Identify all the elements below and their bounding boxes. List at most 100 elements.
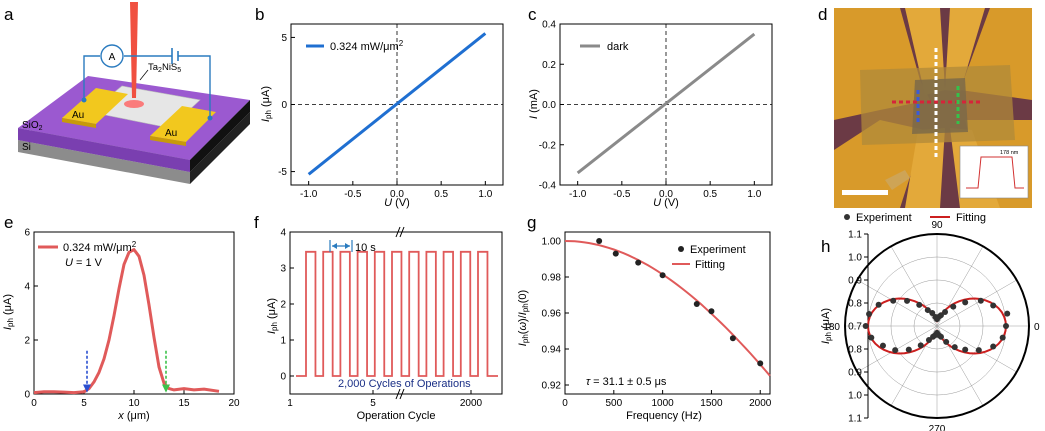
y-axis-label-b: Iph (μA) (260, 86, 273, 122)
angle-label-90: 90 (931, 220, 943, 231)
legend-label-experiment-g: Experiment (690, 244, 746, 256)
y-tick-label: -0.2 (539, 140, 557, 151)
y-tick-label: 2 (24, 336, 30, 347)
x-tick-label: 5 (81, 398, 87, 409)
inset-label: 178 nm (1000, 150, 1019, 156)
electrode-left (62, 88, 128, 124)
edge-arrow-head (162, 384, 170, 393)
tau-annotation: τ = 31.1 ± 0.5 μs (586, 376, 667, 388)
data-point-experiment-polar (875, 301, 882, 308)
x-tick-label: 5 (370, 398, 376, 409)
data-point-experiment-polar (879, 342, 886, 349)
x-tick-label: 1.0 (478, 189, 492, 200)
interval-label: 10 s (355, 242, 376, 254)
electrode-left-label: Au (72, 110, 84, 121)
panel-label-c: c (528, 5, 537, 24)
oxide-label: SiO2 (22, 120, 43, 132)
legend-label-fitting-g: Fitting (695, 259, 725, 271)
panel-d: d 178 nm (818, 5, 1032, 208)
data-point-experiment-polar (925, 336, 932, 343)
legend-label-fitting-h: Fitting (956, 212, 986, 224)
x-tick-label: 1500 (700, 398, 723, 409)
y-tick-label: 3 (280, 264, 286, 275)
y-tick-label: 0.98 (542, 273, 562, 284)
legend-marker-experiment-h (844, 214, 850, 220)
data-point-experiment-polar (977, 297, 984, 304)
panel-f: f 0 1 2 3 4 1 5 2000 Iph (μA) Operation Cycle 1… (254, 213, 503, 422)
data-point-experiment (693, 301, 700, 307)
x-tick-label: -1.0 (569, 189, 587, 200)
x-tick-label: 10 (128, 398, 140, 409)
x-tick-label: 500 (605, 398, 622, 409)
radial-tick-label: 0.8 (848, 345, 862, 356)
panel-label-h: h (821, 237, 830, 256)
x-tick-label: 2000 (749, 398, 772, 409)
axis-break (395, 226, 401, 238)
legend-marker-experiment-g (678, 246, 684, 252)
legend-label-experiment-h: Experiment (856, 212, 912, 224)
ammeter-label: A (109, 52, 116, 63)
si-side (190, 112, 250, 184)
x-tick-label: 0.5 (703, 189, 717, 200)
data-point-experiment-polar (962, 346, 969, 353)
y-tick-label: 6 (24, 228, 30, 239)
x-tick-label: -1.0 (300, 189, 318, 200)
data-point-experiment-polar (924, 307, 931, 314)
radial-tick-label: 0.8 (848, 299, 862, 310)
series-line-illuminated (307, 32, 487, 176)
data-point-experiment (708, 308, 715, 315)
y-tick-label: 0 (281, 100, 287, 111)
x-axis-label-b: U (V) (384, 197, 410, 209)
panel-c: c -1.0 -0.5 0.0 0.5 1.0 -0.4 -0.2 0.0 0.2 0.4 I (… (528, 5, 773, 209)
interval-annotation (329, 240, 353, 252)
inset-profile-line (966, 156, 1024, 189)
cycles-annotation: 2,000 Cycles of Operations (338, 378, 471, 390)
radial-tick-label: 0.9 (848, 368, 862, 379)
data-point-experiment-polar (866, 311, 873, 318)
y-tick-label: 0 (24, 390, 30, 401)
data-point-experiment (757, 360, 764, 367)
data-point-experiment (635, 259, 642, 266)
legend-label-c: dark (607, 41, 629, 53)
data-point-experiment-polar (904, 297, 911, 304)
x-tick-label: -0.5 (613, 189, 631, 200)
radial-tick-label: 1.1 (848, 230, 862, 241)
x-tick-label: 15 (178, 398, 190, 409)
data-point-experiment (612, 250, 619, 257)
radial-tick-label: 0.7 (848, 322, 862, 333)
x-tick-label: 0.5 (434, 189, 448, 200)
substrate-label: Si (22, 142, 31, 153)
y-tick-label: 0.96 (542, 309, 562, 320)
angle-label-270: 270 (929, 424, 946, 431)
y-tick-label: 0.2 (542, 60, 556, 71)
legend-condition-e: U = 1 V (65, 257, 103, 269)
laser-spot (124, 100, 144, 108)
data-point-experiment-polar (975, 347, 982, 354)
y-axis-label-c: I (mA) (528, 89, 540, 119)
series-line-switching (296, 250, 498, 377)
y-tick-label: 2 (280, 300, 286, 311)
x-tick-label: 0 (31, 398, 37, 409)
data-point-experiment (596, 238, 603, 244)
legend-label-b: 0.324 mW/μm2 (330, 39, 404, 53)
radial-tick-label: 1.0 (848, 391, 862, 402)
electrode-right (150, 106, 216, 142)
radial-tick-label: 1.0 (848, 253, 862, 264)
electrode-right-label: Au (165, 128, 177, 139)
y-tick-label: 0 (280, 372, 286, 383)
data-point-experiment-polar (951, 344, 958, 351)
angle-label-0: 0 (1034, 322, 1040, 333)
data-point-experiment-polar (862, 323, 869, 329)
data-point-experiment-polar (892, 347, 899, 354)
ammeter-icon (100, 44, 124, 68)
plot-frame (564, 231, 771, 395)
data-point-experiment-polar (943, 338, 950, 345)
legend-label-e: 0.324 mW/μm2 (63, 240, 137, 254)
data-point-experiment-polar (950, 303, 957, 310)
x-axis-label-f: Operation Cycle (357, 410, 436, 422)
data-point-experiment (659, 272, 666, 279)
y-axis-label-g: Iph(ω)/Iph(0) (517, 290, 530, 346)
x-tick-label: 0.0 (390, 189, 404, 200)
polar-grid-spoke (857, 279, 1017, 373)
y-tick-label: 5 (281, 33, 287, 44)
